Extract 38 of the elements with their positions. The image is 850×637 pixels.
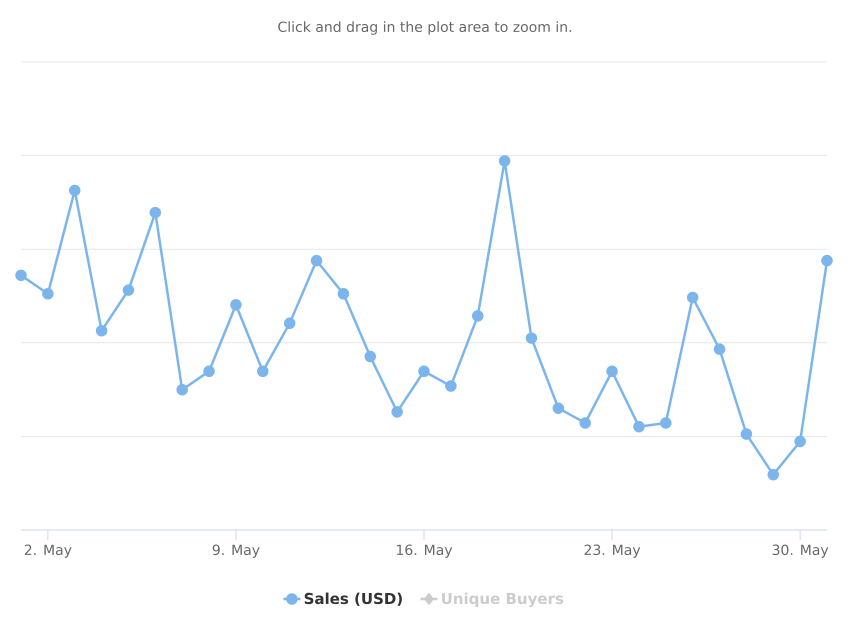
chart-title: Click and drag in the plot area to zoom in. [278,21,572,35]
point [606,366,618,378]
point [714,343,726,355]
x-tick-label: 30. May [772,544,828,558]
point [391,406,403,418]
point [68,184,80,196]
point [579,417,591,429]
point [794,436,806,448]
x-tick-label: 23. May [584,544,640,558]
point [445,380,457,392]
point [257,366,269,378]
point [15,270,27,282]
x-tick-label: 9. May [212,544,260,558]
point [498,155,510,167]
point [310,254,322,266]
point [176,384,188,396]
point [740,428,752,440]
x-tick-label: 2. May [24,544,72,558]
point [203,366,215,378]
point [768,468,780,480]
point [821,254,833,266]
point [42,288,54,300]
point [526,332,538,344]
point [150,206,162,218]
point [633,420,645,432]
point [122,284,134,296]
point [338,288,350,300]
point [418,366,430,378]
point [660,417,672,429]
point [364,350,376,362]
point [96,324,108,336]
legend-label: Sales (USD) [304,592,402,606]
point [472,310,484,322]
point [284,318,296,330]
x-tick-label: 16. May [396,544,452,558]
point [230,299,242,311]
point [552,402,564,414]
point [686,292,698,304]
